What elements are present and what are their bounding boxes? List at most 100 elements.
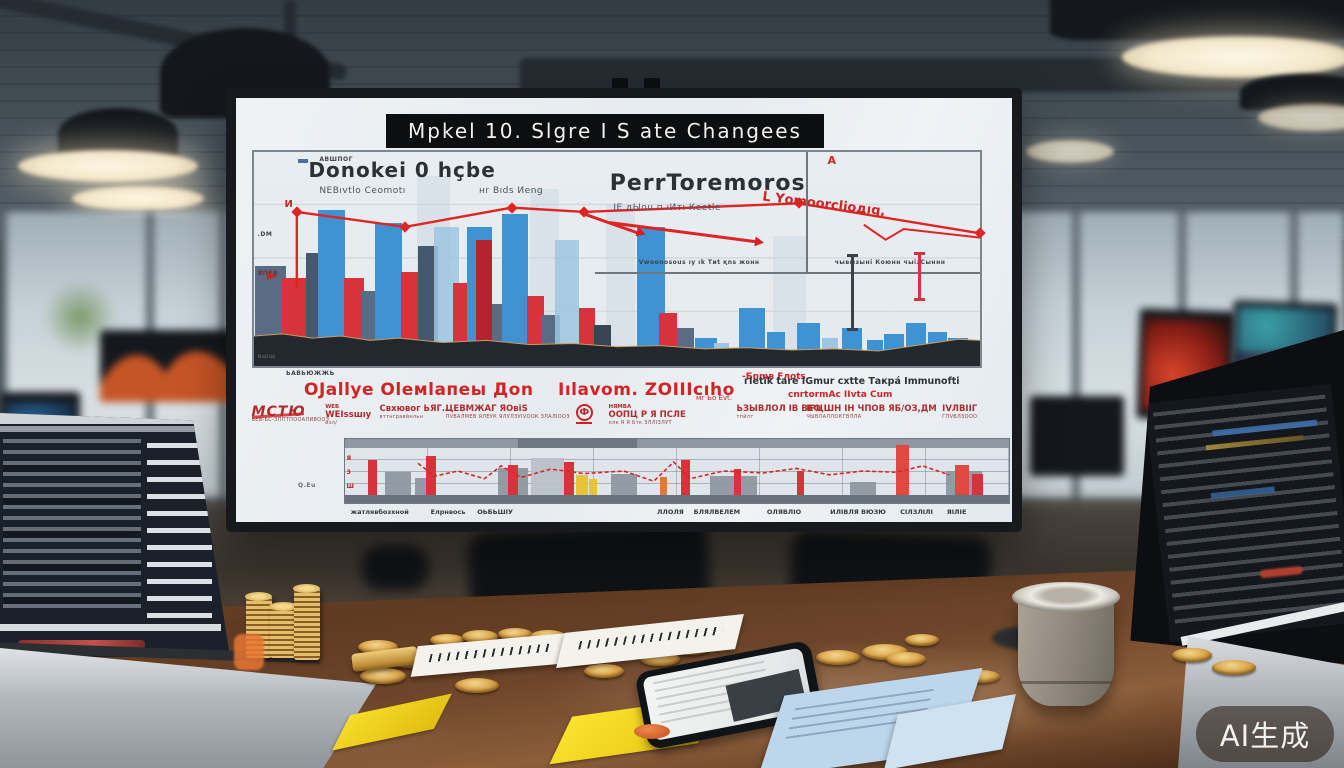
strip-gray-bar	[710, 475, 757, 495]
terminal-screen	[1144, 384, 1344, 646]
strip-bottom-band	[345, 495, 1009, 503]
heading-small-red-2: мг Ьо Еvt.	[696, 394, 733, 402]
side-panel-rows	[147, 443, 212, 623]
left-panel-subtitle: NEВıvtlо Сеоmоtı	[319, 186, 406, 197]
left-bottom-label: Vwoonosоus ıy ık Тиt қns жонн	[638, 259, 760, 266]
coffee-cup	[1018, 594, 1114, 706]
column-label: ІVЛВІІГ ГПVВЛЗООО	[942, 404, 978, 420]
mid-panel-title: PerrToremoros	[609, 171, 806, 197]
gold-coin	[455, 678, 499, 693]
arrowhead-icon	[754, 236, 765, 248]
strip-x-label: ЯІЛІЕ	[946, 508, 967, 516]
heading-black: гІеtik tare ІGmur схttе Такpá Іmmunofti	[744, 376, 960, 387]
strip-accent-bar	[796, 470, 805, 495]
right-laptop-screen	[1130, 330, 1344, 664]
gold-coin	[886, 652, 926, 666]
left-panel-title: Donokei 0 hçbe	[308, 158, 496, 183]
strip-gray-bar	[384, 471, 412, 495]
strip-accent-bar	[660, 477, 668, 495]
strip-gray-bar	[610, 473, 638, 495]
market-silhouette	[254, 152, 980, 366]
pendant-lamp-glow	[1258, 104, 1344, 131]
pendant-lamp-glow	[72, 186, 204, 211]
left-laptop-screen	[0, 413, 230, 657]
column-label: ЬЗЫВЛОЛ ІВ ВЕО тпйлт	[736, 404, 821, 420]
heading-red-2: Iılavom. ZОІІІсıho	[558, 380, 735, 400]
strip-gray-bar	[849, 482, 877, 495]
gold-coin	[1172, 648, 1212, 662]
chart-bar	[418, 246, 439, 364]
strip-x-labels: жатлявбозхной Елрнвось ОЬБЬШІУ ЛЛОЛЯ БЛЯЛВЕЛ…	[344, 508, 1010, 520]
strip-accent-bar	[896, 444, 910, 495]
window-mullion	[0, 212, 7, 532]
heading-red-right: cnrtormAc ІІvtа Сum	[788, 390, 893, 400]
panel-divider	[805, 152, 808, 272]
strip-accent-bar	[972, 474, 984, 495]
legend-tick	[297, 159, 308, 164]
orange-pill	[634, 724, 670, 739]
strip-x-label: Елрнвось	[430, 508, 466, 516]
main-chart-panel: АВШПОГ Donokei 0 hçbe NEВıvtlо Сеоmоtı н…	[252, 150, 986, 368]
coffee-cup-lid	[1012, 582, 1120, 612]
right-bottom-label: чывызыні Коюнн чыізСыннн	[834, 259, 946, 266]
strip-top-band	[345, 439, 1009, 448]
ai-watermark-text: AI生成	[1219, 719, 1311, 753]
strip-accent-bar	[954, 464, 970, 495]
receipt-tick-marks	[578, 626, 724, 650]
strip-accent-bar	[508, 464, 518, 495]
strip-accent-bar	[734, 468, 741, 495]
heading-red-1: ОJаllуе Оlемlапеы Доn	[304, 380, 534, 400]
coin-stack	[293, 584, 321, 660]
background-monitor-wave	[100, 330, 236, 402]
tiny-label: ЬАВЬЮЖЖЬ	[286, 370, 335, 377]
mid-label: нr Вıds Иеng	[479, 186, 544, 197]
column-label: НЯМВА ООПЦ Р Я ПСЛЕ ллк Я Я Бтк ЗЛЛІЗЛУТ	[608, 404, 686, 426]
strip-x-label: БЛЯЛВЕЛЕМ	[693, 508, 741, 516]
pendant-lamp-glow	[1122, 36, 1344, 78]
strip-top-band-dark	[517, 439, 638, 448]
column-label: WЕБ WЕІssшıу изл/	[325, 404, 372, 426]
strip-x-label: ЛЛОЛЯ	[657, 508, 684, 516]
strip-axis-mark: Я	[346, 455, 352, 462]
gold-coin	[905, 634, 939, 646]
mid-panel-subtitle: ІЕ дЫоu п ıИтı Кееtlе	[613, 203, 721, 214]
strip-accent-bar	[680, 460, 691, 495]
strip-accent-bar	[576, 475, 588, 495]
chart-bar	[476, 239, 493, 364]
y-axis-label: .DM	[257, 231, 273, 239]
error-bar	[914, 251, 926, 301]
heading-small-red: -Бnmв Fлоts	[742, 372, 806, 382]
window-mullion	[1072, 212, 1080, 532]
pendant-lamp-cone	[1050, 0, 1344, 40]
tiny-label: АВШПОГ	[319, 156, 353, 164]
code-editor-lines	[3, 439, 141, 609]
gold-coin	[816, 650, 860, 665]
error-bar	[846, 253, 858, 331]
desk-phone-blur	[362, 546, 428, 590]
chart-bar	[502, 214, 529, 364]
cup-seam	[1019, 681, 1113, 684]
column-label: Ф	[575, 404, 593, 424]
status-strip	[0, 624, 221, 631]
strip-accent-bar	[426, 455, 436, 495]
orange-chip	[234, 634, 264, 670]
wall-display: Mpkel 10. Slgre I S ate Changees АВШПОГ …	[226, 88, 1022, 532]
trend-lines	[254, 152, 980, 366]
spike-label: И	[284, 199, 293, 211]
strip-gray-bar	[530, 458, 565, 495]
laptop-title-bar	[0, 413, 230, 424]
laptop-toolbar	[0, 426, 212, 432]
strip-axis-mark: Ш	[346, 483, 354, 490]
strip-accent-bar	[589, 479, 598, 495]
strip-x-label: ИЛІВЛЯ ВЮЗЮ	[830, 508, 886, 516]
column-label: МСТЮ ВЕВ-ЬС-ЗППТПООАЛИВООЗ	[251, 404, 330, 423]
gold-coin	[584, 664, 624, 678]
panel-hline	[595, 271, 980, 274]
y-axis-label: вшш	[257, 353, 276, 361]
pendant-lamp-glow	[1026, 140, 1114, 163]
strip-x-label: СІЛЗЛІЛІ	[900, 508, 933, 516]
strip-dash-line	[345, 439, 1009, 503]
display-screen: Mpkel 10. Slgre I S ate Changees АВШПОГ …	[236, 98, 1012, 522]
